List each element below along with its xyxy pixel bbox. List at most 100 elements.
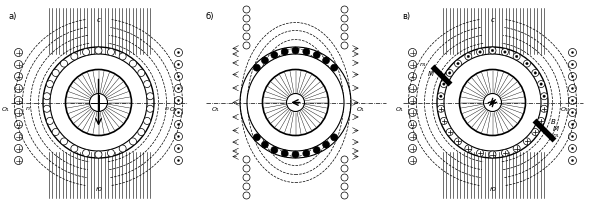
Circle shape — [52, 70, 59, 77]
Circle shape — [129, 138, 137, 145]
Circle shape — [292, 151, 299, 158]
Circle shape — [177, 136, 180, 138]
Circle shape — [491, 50, 493, 53]
Text: $M$: $M$ — [427, 69, 434, 78]
Circle shape — [467, 56, 469, 58]
Circle shape — [52, 129, 59, 136]
Circle shape — [446, 129, 453, 136]
Circle shape — [571, 148, 573, 150]
Circle shape — [292, 48, 299, 55]
Text: $c$: $c$ — [96, 15, 102, 23]
Circle shape — [313, 147, 320, 154]
Circle shape — [177, 148, 180, 150]
Circle shape — [243, 156, 250, 163]
Circle shape — [443, 83, 445, 86]
Circle shape — [330, 65, 337, 72]
Text: $O_1$: $O_1$ — [356, 105, 365, 114]
Circle shape — [571, 76, 573, 78]
Circle shape — [46, 81, 53, 88]
Circle shape — [476, 49, 483, 56]
Circle shape — [147, 93, 154, 100]
Circle shape — [444, 55, 541, 151]
Text: $O_1$: $O_1$ — [168, 105, 178, 114]
Circle shape — [446, 70, 453, 77]
Circle shape — [177, 76, 180, 78]
Circle shape — [177, 88, 180, 90]
Circle shape — [43, 93, 50, 100]
Text: $ю$: $ю$ — [307, 105, 315, 113]
Circle shape — [71, 54, 78, 61]
Circle shape — [43, 106, 50, 113]
Circle shape — [526, 63, 528, 66]
Circle shape — [440, 118, 447, 125]
Circle shape — [95, 48, 102, 55]
Circle shape — [437, 106, 444, 113]
Circle shape — [243, 25, 250, 32]
Circle shape — [254, 134, 261, 141]
Circle shape — [513, 145, 520, 152]
Circle shape — [513, 54, 520, 61]
Circle shape — [144, 81, 151, 88]
Circle shape — [287, 94, 304, 112]
Circle shape — [341, 25, 348, 32]
Circle shape — [129, 61, 137, 68]
Circle shape — [571, 100, 573, 102]
Circle shape — [479, 52, 481, 54]
Circle shape — [303, 150, 310, 157]
Circle shape — [454, 138, 462, 145]
Text: $c$: $c$ — [278, 105, 284, 113]
Circle shape — [504, 52, 506, 54]
Circle shape — [483, 94, 502, 112]
Circle shape — [571, 160, 573, 162]
Text: $n$: $n$ — [164, 105, 169, 112]
Circle shape — [524, 138, 531, 145]
Circle shape — [515, 56, 518, 58]
Circle shape — [177, 52, 180, 54]
Circle shape — [571, 88, 573, 90]
Circle shape — [538, 118, 545, 125]
Circle shape — [83, 150, 90, 157]
Circle shape — [524, 61, 531, 68]
Circle shape — [489, 48, 496, 55]
Circle shape — [177, 100, 180, 102]
Circle shape — [147, 106, 154, 113]
Circle shape — [341, 7, 348, 14]
Circle shape — [243, 165, 250, 172]
Circle shape — [532, 129, 539, 136]
Text: $n_1$: $n_1$ — [553, 132, 561, 140]
Circle shape — [108, 49, 115, 56]
Text: $O_1$: $O_1$ — [1, 105, 11, 114]
Text: $n$: $n$ — [25, 105, 31, 112]
Circle shape — [341, 192, 348, 199]
Circle shape — [341, 16, 348, 23]
Circle shape — [119, 54, 126, 61]
Circle shape — [271, 52, 278, 59]
Circle shape — [437, 93, 444, 100]
Circle shape — [341, 34, 348, 41]
Circle shape — [323, 58, 330, 65]
Circle shape — [341, 183, 348, 190]
Circle shape — [538, 81, 545, 88]
Circle shape — [243, 7, 250, 14]
Circle shape — [532, 70, 539, 77]
Circle shape — [243, 183, 250, 190]
Circle shape — [440, 81, 447, 88]
Circle shape — [243, 192, 250, 199]
Circle shape — [330, 134, 337, 141]
Circle shape — [95, 151, 102, 158]
Circle shape — [254, 65, 261, 72]
Circle shape — [243, 43, 250, 50]
Circle shape — [177, 160, 180, 162]
Circle shape — [341, 165, 348, 172]
Circle shape — [243, 174, 250, 181]
Circle shape — [571, 136, 573, 138]
Circle shape — [571, 52, 573, 54]
Circle shape — [60, 61, 67, 68]
Circle shape — [489, 151, 496, 158]
Circle shape — [534, 73, 537, 75]
Circle shape — [541, 93, 548, 100]
Circle shape — [501, 150, 508, 157]
Text: $B$: $B$ — [550, 116, 557, 125]
Circle shape — [303, 49, 310, 56]
Text: $M$: $M$ — [553, 123, 560, 132]
